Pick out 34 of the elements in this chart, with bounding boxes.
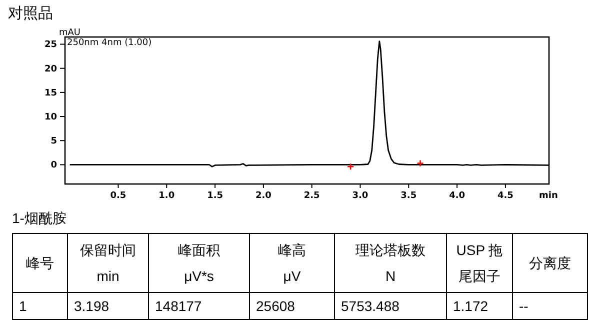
text: -- — [512, 292, 588, 320]
text: 25608 — [250, 292, 334, 320]
y-axis-title: mAU — [59, 28, 81, 38]
x-tick-label: 1.5 — [207, 191, 224, 201]
chart-title: 对照品 — [8, 4, 53, 22]
text: 保留时间 min — [68, 234, 148, 292]
text: 1 — [12, 292, 68, 320]
text: 峰号 — [12, 234, 68, 292]
text: 分离度 — [512, 234, 588, 292]
annotation: 250nm 4nm (1.00) — [67, 38, 152, 48]
text: 148177 — [148, 292, 250, 320]
text: 5753.488 — [334, 292, 446, 320]
x-tick-label: 4.5 — [497, 191, 514, 201]
text: 理论塔板数 N — [334, 234, 446, 292]
text: 1.172 — [446, 292, 512, 320]
text: USP 拖尾因子 — [446, 234, 512, 292]
y-tick-label: 20 — [44, 64, 57, 74]
y-tick-label: 5 — [50, 136, 57, 147]
x-tick-label: 4.0 — [449, 191, 466, 201]
text: 峰高 μV — [250, 234, 334, 292]
text: 峰面积 μV*s — [148, 234, 250, 292]
x-tick-label: 2.5 — [304, 191, 320, 201]
x-axis-title: min — [539, 191, 558, 201]
y-tick-label: 25 — [44, 40, 57, 50]
y-tick-label: 0 — [50, 160, 57, 171]
x-tick-label: 0.5 — [110, 191, 126, 201]
x-tick-label: 1.0 — [158, 191, 175, 201]
text: 3.198 — [68, 292, 148, 320]
text: 1-烟酰胺 — [12, 210, 66, 228]
x-tick-label: 2.0 — [255, 191, 272, 201]
x-tick-label: 3.0 — [352, 191, 368, 201]
y-tick-label: 10 — [44, 112, 57, 123]
y-tick-label: 15 — [44, 88, 57, 98]
x-tick-label: 3.5 — [400, 191, 417, 201]
